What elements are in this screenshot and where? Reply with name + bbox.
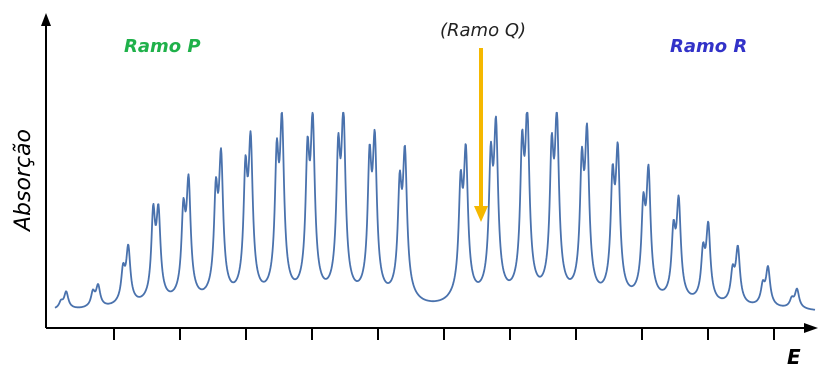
branch-q-label: (Ramo Q) (440, 20, 526, 41)
spectrum-line (54, 111, 816, 311)
y-axis-arrow-icon (41, 13, 51, 26)
branch-r-label: Ramo R (670, 36, 747, 57)
y-axis-label: Absorção (11, 129, 36, 233)
x-axis-arrow-icon (804, 323, 818, 333)
branch-p-label: Ramo P (124, 36, 201, 57)
x-ticks (113, 328, 775, 340)
q-branch-arrow-icon (474, 48, 488, 222)
axes (41, 13, 818, 340)
x-axis-label: E (787, 345, 801, 366)
